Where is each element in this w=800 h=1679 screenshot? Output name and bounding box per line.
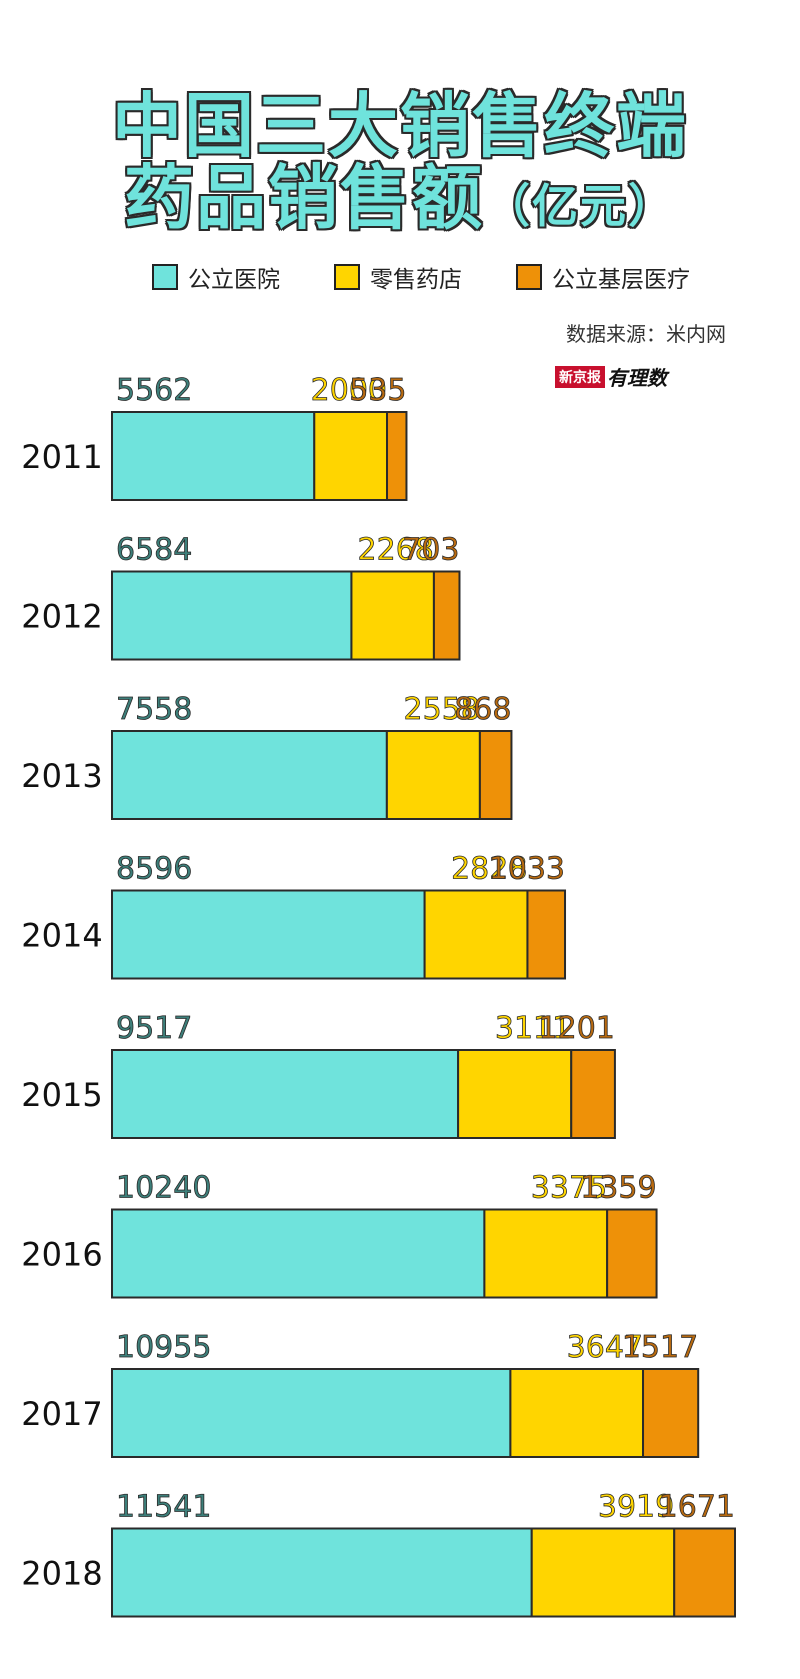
title-unit: （亿元） — [484, 179, 676, 233]
bar-grassroots-2014 — [526, 889, 567, 980]
bar-grassroots-2016 — [606, 1208, 658, 1299]
value-label-retail-2018: 3919 — [598, 1490, 674, 1525]
bar-grassroots-2018 — [673, 1527, 736, 1618]
value-label-public-hospital-2013: 7558 — [116, 692, 192, 727]
year-label-2017: 2017 — [21, 1395, 102, 1433]
bar-public-hospital-2017 — [111, 1368, 512, 1458]
value-label-public-hospital-2016: 10240 — [116, 1171, 211, 1206]
bar-public-hospital-2016 — [111, 1208, 486, 1299]
bar-public-hospital-2011 — [111, 411, 316, 501]
bar-grassroots-2017 — [642, 1368, 700, 1458]
year-label-2016: 2016 — [21, 1236, 102, 1274]
bar-retail-2013 — [385, 730, 481, 820]
value-label-public-hospital-2015: 9517 — [116, 1011, 192, 1046]
bar-retail-2015 — [457, 1049, 573, 1139]
value-label-retail-2015: 3111 — [495, 1011, 571, 1046]
bar-public-hospital-2013 — [111, 730, 388, 820]
value-label-public-hospital-2014: 8596 — [116, 852, 192, 887]
bar-public-hospital-2018 — [111, 1527, 533, 1618]
legend-label-public-hospital: 公立医院 — [188, 267, 280, 293]
bar-public-hospital-2014 — [111, 889, 426, 980]
bar-grassroots-2011 — [386, 411, 408, 501]
value-label-retail-2011: 2000 — [311, 373, 387, 408]
title-main: 药品销售额 — [124, 157, 484, 239]
legend-item-grassroots: 公立基层医疗 — [516, 262, 690, 293]
value-label-grassroots-2018: 1671 — [659, 1490, 735, 1525]
year-label-2011: 2011 — [21, 438, 102, 476]
value-label-grassroots-2014: 1033 — [489, 852, 565, 887]
brand-script: 有理数 — [607, 366, 667, 390]
value-label-retail-2012: 2268 — [358, 533, 434, 568]
year-label-2013: 2013 — [21, 757, 102, 795]
value-label-retail-2013: 2558 — [404, 692, 480, 727]
year-label-2014: 2014 — [21, 917, 102, 955]
value-label-grassroots-2012: 703 — [402, 533, 459, 568]
value-label-retail-2016: 3375 — [531, 1171, 607, 1206]
bar-grassroots-2015 — [570, 1049, 616, 1139]
value-label-public-hospital-2018: 11541 — [116, 1490, 211, 1525]
bar-retail-2011 — [313, 411, 389, 501]
bar-public-hospital-2015 — [111, 1049, 460, 1139]
chart-title-line1: 中国三大销售终端 — [112, 85, 688, 167]
chart-title-line2: 药品销售额（亿元） — [0, 142, 800, 243]
brand-logo: 新京报 有理数 — [555, 362, 667, 391]
bar-retail-2014 — [423, 889, 529, 980]
value-label-grassroots-2015: 1201 — [539, 1011, 615, 1046]
bar-retail-2012 — [350, 570, 435, 661]
data-source: 数据来源：米内网 — [566, 322, 726, 346]
bar-grassroots-2012 — [432, 570, 461, 661]
value-label-grassroots-2011: 535 — [349, 373, 406, 408]
bar-retail-2017 — [509, 1368, 645, 1458]
year-label-2015: 2015 — [21, 1076, 102, 1114]
legend-swatch-public-hospital — [152, 264, 178, 290]
legend-swatch-retail — [334, 264, 360, 290]
bar-retail-2018 — [530, 1527, 676, 1618]
legend-item-public-hospital: 公立医院 — [152, 262, 280, 293]
bar-public-hospital-2012 — [111, 570, 353, 661]
value-label-grassroots-2017: 1517 — [622, 1330, 698, 1365]
value-label-public-hospital-2011: 5562 — [116, 373, 192, 408]
value-label-grassroots-2013: 868 — [454, 692, 511, 727]
bar-retail-2016 — [483, 1208, 609, 1299]
value-label-public-hospital-2017: 10955 — [116, 1330, 211, 1365]
value-label-public-hospital-2012: 6584 — [116, 533, 192, 568]
value-label-retail-2017: 3647 — [567, 1330, 643, 1365]
year-label-2012: 2012 — [21, 598, 102, 636]
value-label-retail-2014: 2828 — [451, 852, 527, 887]
year-label-2018: 2018 — [21, 1555, 102, 1593]
brand-box: 新京报 — [555, 365, 605, 388]
bar-grassroots-2013 — [478, 730, 513, 820]
legend-item-retail: 零售药店 — [334, 262, 462, 293]
legend-label-retail: 零售药店 — [370, 267, 462, 293]
legend-swatch-grassroots — [516, 264, 542, 290]
value-label-grassroots-2016: 1359 — [580, 1171, 656, 1206]
legend-label-grassroots: 公立基层医疗 — [552, 267, 690, 293]
